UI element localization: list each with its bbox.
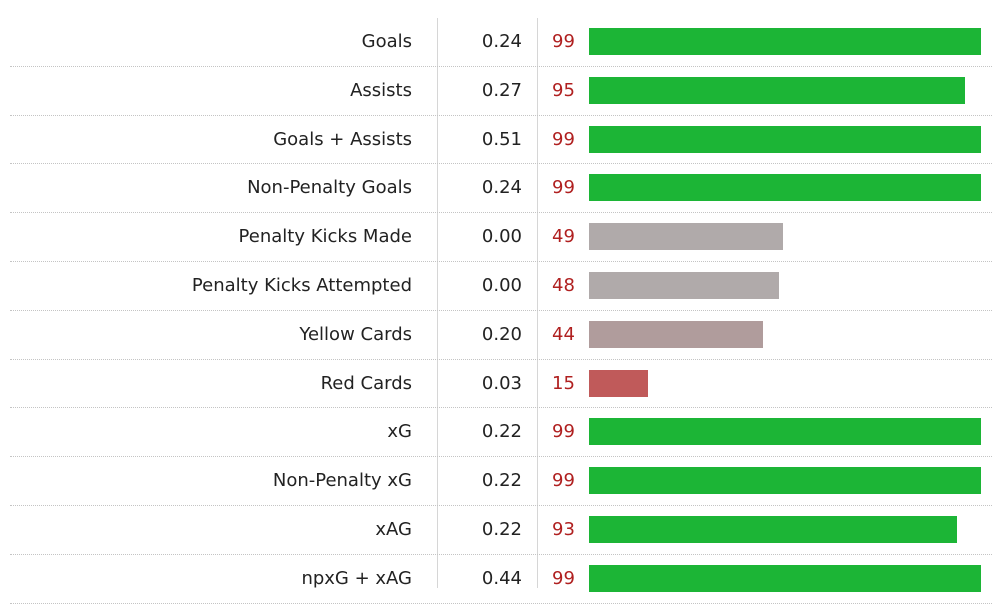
row-separator bbox=[10, 456, 992, 458]
stat-label: Assists bbox=[350, 79, 412, 101]
percentile-label: 99 bbox=[552, 470, 575, 492]
stat-row: Assists 0.27 95 bbox=[0, 67, 992, 116]
percentile-bar bbox=[589, 369, 649, 397]
stat-label: Yellow Cards bbox=[299, 323, 412, 345]
stat-per90-value: 0.27 bbox=[481, 79, 522, 101]
row-separator bbox=[10, 553, 992, 555]
percentile-label: 99 bbox=[552, 177, 575, 199]
row-separator bbox=[10, 309, 992, 311]
percentile-bar bbox=[589, 223, 784, 251]
percentile-bar bbox=[589, 320, 764, 348]
row-separator bbox=[10, 65, 992, 67]
percentile-label: 99 bbox=[552, 421, 575, 443]
percentile-bar bbox=[589, 125, 982, 153]
stat-row: Red Cards 0.03 15 bbox=[0, 360, 992, 409]
percentile-label: 99 bbox=[552, 567, 575, 589]
row-separator bbox=[10, 114, 992, 116]
stat-per90-value: 0.44 bbox=[481, 567, 522, 589]
stat-row: Non-Penalty Goals 0.24 99 bbox=[0, 164, 992, 214]
percentile-bar bbox=[589, 467, 982, 495]
value-column-divider bbox=[537, 18, 538, 588]
stat-per90-value: 0.00 bbox=[481, 275, 522, 296]
row-separator bbox=[10, 260, 992, 262]
row-separator bbox=[10, 504, 992, 506]
stat-per90-value: 0.51 bbox=[481, 128, 522, 150]
percentile-label: 15 bbox=[552, 372, 575, 394]
row-separator bbox=[10, 602, 992, 604]
stat-row: Goals 0.24 99 bbox=[0, 18, 992, 67]
percentile-bar bbox=[589, 174, 982, 202]
percentile-chart: Goals 0.24 99 Assists 0.27 95 Goals + Assists 0… bbox=[0, 18, 992, 604]
percentile-label: 44 bbox=[552, 323, 575, 345]
stat-row: Goals + Assists 0.51 99 bbox=[0, 116, 992, 165]
percentile-bar bbox=[589, 516, 958, 543]
stat-label: npxG + xAG bbox=[301, 567, 412, 589]
row-separator bbox=[10, 407, 992, 409]
stat-label: Red Cards bbox=[320, 372, 412, 394]
stat-per90-value: 0.24 bbox=[481, 31, 522, 52]
percentile-bar bbox=[589, 564, 982, 592]
stat-label: xG bbox=[387, 421, 412, 443]
stat-label: xAG bbox=[375, 519, 412, 540]
stat-per90-value: 0.22 bbox=[481, 470, 522, 492]
stat-row: npxG + xAG 0.44 99 bbox=[0, 555, 992, 604]
stat-row: Non-Penalty xG 0.22 99 bbox=[0, 457, 992, 506]
stat-per90-value: 0.24 bbox=[481, 177, 522, 199]
stat-row: xAG 0.22 93 bbox=[0, 506, 992, 555]
stat-label: Penalty Kicks Made bbox=[238, 226, 412, 248]
percentile-label: 95 bbox=[552, 79, 575, 101]
stat-per90-value: 0.00 bbox=[481, 226, 522, 248]
stat-label: Non-Penalty Goals bbox=[247, 177, 412, 199]
stat-per90-value: 0.20 bbox=[481, 323, 522, 345]
percentile-bar bbox=[589, 272, 780, 299]
row-separator bbox=[10, 212, 992, 214]
stat-row: xG 0.22 99 bbox=[0, 408, 992, 458]
label-column-divider bbox=[437, 18, 438, 588]
stat-row: Yellow Cards 0.20 44 bbox=[0, 311, 992, 360]
percentile-label: 93 bbox=[552, 519, 575, 540]
percentile-bar bbox=[589, 418, 982, 446]
stat-row: Penalty Kicks Attempted 0.00 48 bbox=[0, 262, 992, 311]
row-separator bbox=[10, 358, 992, 360]
stat-label: Penalty Kicks Attempted bbox=[191, 275, 412, 296]
percentile-label: 99 bbox=[552, 31, 575, 52]
stat-label: Non-Penalty xG bbox=[272, 470, 412, 492]
percentile-bar bbox=[589, 76, 966, 104]
percentile-label: 48 bbox=[552, 275, 575, 296]
stat-label: Goals bbox=[361, 31, 412, 52]
stat-per90-value: 0.22 bbox=[481, 519, 522, 540]
row-separator bbox=[10, 163, 992, 165]
stat-label: Goals + Assists bbox=[273, 128, 412, 150]
percentile-label: 99 bbox=[552, 128, 575, 150]
percentile-label: 49 bbox=[552, 226, 575, 248]
stat-per90-value: 0.03 bbox=[481, 372, 522, 394]
stat-per90-value: 0.22 bbox=[481, 421, 522, 443]
stat-row: Penalty Kicks Made 0.00 49 bbox=[0, 213, 992, 262]
percentile-bar bbox=[589, 28, 982, 55]
